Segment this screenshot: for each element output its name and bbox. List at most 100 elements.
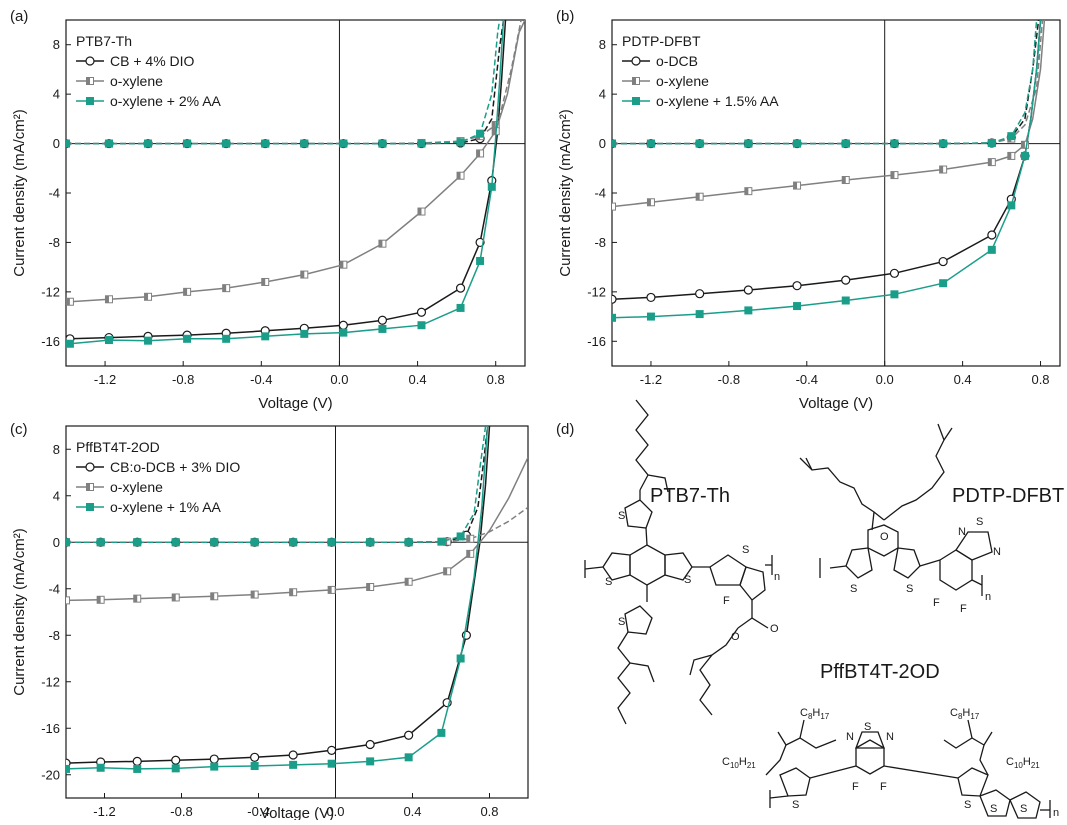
ptb7-o-carbonyl: O [770, 623, 779, 635]
y-tick-label: 4 [53, 488, 60, 503]
series-line-light [612, 20, 1042, 319]
data-point-half [842, 176, 846, 184]
y-tick-label: 0 [599, 136, 606, 151]
data-point [695, 139, 704, 148]
data-point [327, 759, 336, 768]
data-point [404, 730, 414, 740]
x-tick-label: -0.8 [170, 804, 192, 819]
chart-title: PffBT4T-2OD [76, 439, 160, 455]
axes-frame [65, 19, 526, 367]
data-point-half [1021, 141, 1025, 149]
panel-d-structures: (d) [556, 399, 1064, 819]
x-tick-label: -0.4 [796, 372, 818, 387]
data-point [792, 281, 802, 291]
data-point-half [492, 121, 496, 129]
pffbt4t-2od-structure: C10H21 C8H17 C8H17 C10H21 S N N F F S S … [722, 661, 1059, 819]
data-point-half [793, 182, 798, 190]
data-point [744, 306, 753, 315]
data-point [66, 139, 70, 148]
data-point [250, 752, 260, 762]
data-point [437, 728, 446, 737]
data-point-half [696, 193, 700, 201]
data-point-half [466, 550, 471, 558]
data-point [288, 750, 298, 760]
x-tick-label: -0.4 [250, 372, 272, 387]
data-point [339, 139, 348, 148]
data-point-half [144, 293, 149, 301]
x-tick-label: -0.4 [247, 804, 269, 819]
pff-s-1: S [792, 799, 799, 811]
y-tick-label: -20 [41, 767, 60, 782]
x-tick-label: 0.8 [1031, 372, 1049, 387]
legend-label: o-xylene [656, 73, 709, 89]
panel-a: (a) -1.2 -0.8 -0.4 0.0 0.4 0.8 -16 -12 -8 -4 0 4 8 Vol… [10, 8, 526, 412]
data-point [646, 312, 655, 321]
legend-label: o-xylene + 1% AA [110, 499, 222, 515]
legend-label: CB:o-DCB + 3% DIO [110, 459, 240, 475]
y-tick-label: 8 [599, 37, 606, 52]
data-point [85, 462, 95, 472]
data-point [612, 202, 616, 211]
pdtp-f-right: F [960, 603, 967, 615]
panel-label: (a) [10, 8, 28, 25]
data-point [744, 139, 753, 148]
series-line-light [66, 426, 491, 764]
data-point [289, 760, 298, 769]
data-point-half [443, 567, 448, 575]
data-point [171, 764, 180, 773]
data-point [841, 275, 851, 285]
data-point [939, 139, 948, 148]
data-point [104, 336, 113, 345]
x-tick-label: -0.8 [172, 372, 194, 387]
data-point [1020, 151, 1029, 160]
data-point [300, 329, 309, 338]
data-point [66, 764, 70, 773]
data-point [210, 538, 219, 547]
series-line-light [612, 20, 1046, 208]
pff-f-left: F [852, 781, 859, 793]
data-point [417, 139, 426, 148]
legend-label: CB + 4% DIO [110, 53, 195, 69]
data-point-half [172, 593, 176, 601]
data-point [695, 310, 704, 319]
ptb7-s-core-right: S [684, 574, 691, 586]
pff-n-right: N [886, 731, 894, 743]
data-point [338, 320, 348, 330]
chain-c8-left: C8H17 [800, 707, 830, 721]
data-point-half [366, 583, 371, 591]
data-point [171, 538, 180, 547]
data-point-half [405, 578, 409, 586]
data-point-half [210, 592, 215, 600]
data-point [404, 538, 413, 547]
data-point-half [890, 171, 895, 179]
pdtp-s-left: S [850, 583, 857, 595]
y-tick-label: 0 [53, 535, 60, 550]
data-point-half [476, 149, 481, 157]
x-tick-label: 0.0 [876, 372, 894, 387]
ptb7-s-bottom: S [618, 616, 625, 628]
data-point [86, 503, 94, 511]
ptb7-o-ester: O [731, 631, 740, 643]
data-point-half [457, 172, 461, 180]
data-point-half [443, 538, 448, 546]
data-point [261, 332, 270, 341]
y-tick-label: 4 [53, 87, 60, 102]
data-point-half [66, 298, 70, 306]
data-point-half [261, 278, 266, 286]
x-axis-label: Voltage (V) [799, 395, 873, 412]
y-tick-label: 0 [53, 136, 60, 151]
data-point [646, 139, 655, 148]
y-tick-label: -16 [587, 334, 606, 349]
data-point [366, 757, 375, 766]
ptb7-th-structure: S S S S S F O O n PTB7-Th [584, 399, 780, 725]
data-point [743, 285, 753, 295]
data-point-half [988, 158, 992, 166]
data-point-half [492, 127, 496, 135]
x-axis-label: Voltage (V) [260, 805, 334, 820]
data-point-half [133, 595, 138, 603]
chain-c10-left: C10H21 [722, 756, 756, 770]
data-point [183, 139, 192, 148]
legend-label: o-xylene + 2% AA [110, 93, 222, 109]
data-point [250, 538, 259, 547]
y-tick-label: -8 [48, 628, 60, 643]
